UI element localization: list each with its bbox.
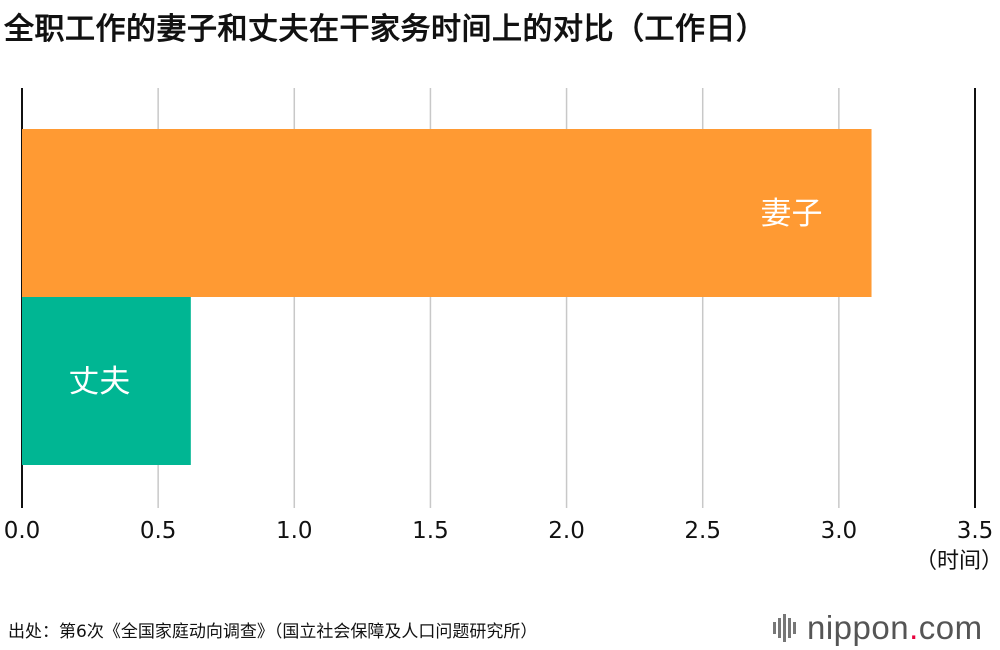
- x-tick-label: 0.5: [140, 518, 177, 544]
- logo-tld: com: [918, 609, 983, 646]
- x-tick-label: 2.0: [548, 518, 585, 544]
- logo-dot: .: [909, 609, 919, 646]
- source-note: 出处：第6次《全国家庭动向调查》（国立社会保障及人口问题研究所）: [8, 622, 538, 642]
- bar: [22, 129, 872, 297]
- x-tick-label: 0.0: [4, 518, 41, 544]
- x-tick-label: 1.5: [412, 518, 449, 544]
- bar-label: 丈夫: [68, 364, 130, 400]
- x-tick-labels: 0.0 0.5 1.0 1.5 2.0 2.5 3.0 3.5: [4, 518, 994, 544]
- chart-title: 全职工作的妻子和丈夫在干家务时间上的对比（工作日）: [4, 12, 767, 47]
- x-axis-unit-label: （时间）: [915, 549, 1000, 574]
- nippon-logo: nippon.com: [773, 608, 983, 648]
- nippon-logo-mark-icon: [773, 614, 796, 642]
- x-tick-label: 3.5: [957, 518, 994, 544]
- logo-name: nippon: [807, 609, 910, 646]
- nippon-logo-text: nippon.com: [807, 609, 983, 647]
- bar-label: 妻子: [761, 196, 823, 232]
- x-tick-label: 2.5: [684, 518, 721, 544]
- bar: [22, 297, 191, 465]
- x-tick-label: 3.0: [821, 518, 858, 544]
- x-tick-label: 1.0: [276, 518, 313, 544]
